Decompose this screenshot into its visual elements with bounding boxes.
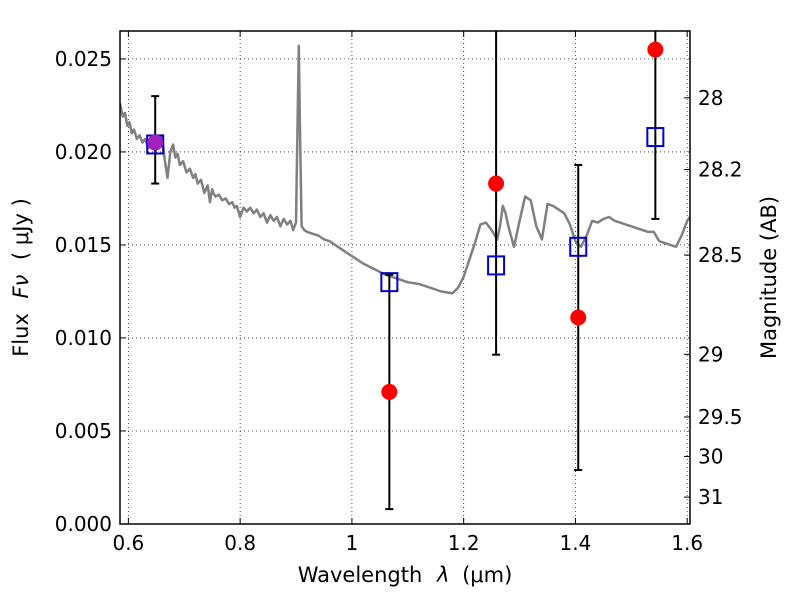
y-tick-label: 0.025 — [55, 47, 112, 71]
x-axis-label-symbol: λ — [436, 563, 449, 587]
observed-photometry-point — [647, 41, 664, 58]
x-tick-label: 1.6 — [671, 531, 703, 555]
y-tick-label: 0.000 — [55, 512, 112, 536]
x-axis-label-text: Wavelength — [298, 563, 423, 587]
spectrum-layer — [120, 44, 690, 295]
y2-axis-label: Magnitude (AB) — [757, 196, 781, 359]
x-tick-label: 0.6 — [112, 531, 144, 555]
y2-tick-label: 28.5 — [698, 243, 743, 267]
y-tick-label: 0.010 — [55, 326, 112, 350]
model-photometry-square — [380, 272, 399, 293]
axis-ticks — [120, 31, 690, 525]
observed-photometry-point — [381, 383, 398, 400]
x-tick-label: 1 — [346, 531, 359, 555]
y-axis-label-text: Flux — [9, 313, 33, 357]
y-axis-label-symbol: Fν — [9, 274, 33, 298]
model-photometry-square — [646, 127, 665, 148]
y2-tick-label: 30 — [698, 444, 723, 468]
x-axis-label-unit: (μm) — [462, 563, 512, 587]
x-axis-label: Wavelength λ (μm) — [298, 563, 513, 587]
model-photometry-square — [487, 255, 506, 276]
model-photometry-layer — [146, 127, 665, 293]
y2-tick-label: 28 — [698, 86, 723, 110]
x-tick-label: 1.4 — [560, 531, 592, 555]
plot-frame — [119, 30, 691, 525]
observed-photometry-point — [147, 134, 164, 151]
observed-photometry-point — [570, 309, 587, 326]
y2-tick-label: 29 — [698, 342, 723, 366]
y-tick-label: 0.020 — [55, 140, 112, 164]
x-tick-label: 1.2 — [448, 531, 480, 555]
observed-photometry-layer — [147, 41, 664, 400]
y2-tick-label: 31 — [698, 485, 723, 509]
axis-tick-labels: 0.6 0.8 1 1.2 1.4 1.6 0.000 0.005 0.010 0.015 0.02… — [55, 47, 743, 555]
y-axis-label-unit: ( μJy ) — [9, 198, 33, 260]
model-spectrum-line — [120, 44, 690, 295]
x-tick-label: 0.8 — [224, 531, 256, 555]
y-axis-label: Flux Fν ( μJy ) — [9, 198, 33, 357]
model-photometry-square — [569, 236, 588, 257]
y2-tick-label: 29.5 — [698, 405, 743, 429]
observed-photometry-point — [488, 175, 505, 192]
y-tick-label: 0.015 — [55, 233, 112, 257]
y2-tick-label: 28.2 — [698, 158, 743, 182]
y-tick-label: 0.005 — [55, 419, 112, 443]
